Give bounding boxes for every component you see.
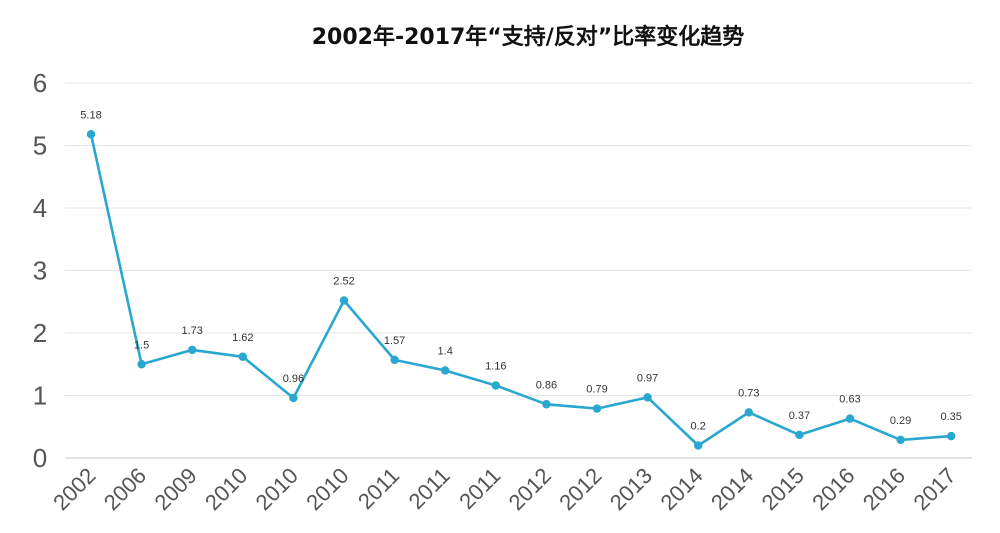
data-point	[441, 366, 450, 375]
y-tick-label: 6	[33, 68, 47, 98]
data-label: 1.62	[232, 332, 253, 344]
y-tick-label: 3	[33, 256, 47, 286]
x-tick-label: 2012	[504, 463, 556, 515]
y-tick-label: 4	[33, 193, 47, 223]
x-tick-label: 2015	[757, 463, 809, 515]
x-tick-label: 2016	[858, 463, 910, 515]
data-point	[137, 360, 146, 369]
x-tick-label: 2010	[200, 463, 252, 515]
data-point	[845, 414, 855, 423]
x-tick-label: 2014	[655, 463, 707, 515]
data-label: 1.16	[485, 361, 506, 373]
data-point	[339, 296, 349, 305]
data-label: 1.4	[438, 346, 453, 358]
data-label: 0.29	[890, 415, 911, 427]
data-label: 5.18	[80, 109, 101, 121]
x-tick-label: 2010	[251, 463, 303, 515]
data-label: 0.73	[738, 387, 759, 399]
series-line-layer	[89, 134, 952, 447]
y-tick-label: 5	[33, 131, 47, 161]
data-point	[238, 352, 247, 361]
x-tick-label: 2017	[908, 463, 960, 515]
data-point	[592, 404, 602, 413]
data-point	[289, 393, 298, 403]
data-label: 0.97	[637, 372, 658, 384]
data-point	[896, 435, 905, 445]
x-tick-label: 2009	[149, 463, 201, 515]
data-label: 1.73	[181, 325, 202, 337]
data-label: 1.5	[134, 339, 149, 351]
data-point	[188, 345, 197, 355]
data-point	[947, 431, 956, 441]
chart-title: 2002年-2017年“支持/反对”比率变化趋势	[312, 24, 745, 50]
x-tick-label: 2010	[301, 463, 353, 515]
x-tick-label: 2002	[48, 463, 100, 515]
data-point	[643, 393, 652, 402]
data-label: 0.2	[691, 421, 706, 433]
data-label: 0.35	[940, 411, 961, 423]
grid-lines	[65, 82, 972, 459]
x-tick-label: 2011	[353, 463, 404, 514]
y-tick-label: 0	[33, 443, 47, 473]
y-axis-ticks: 0 1 2 3 4 5 6	[33, 68, 47, 473]
x-tick-label: 2012	[554, 463, 606, 515]
data-label: 2.52	[333, 276, 354, 288]
data-point	[694, 441, 703, 450]
x-tick-label: 2016	[807, 463, 859, 515]
data-point	[795, 430, 804, 440]
data-labels: 5.18 1.5 1.73 1.62 0.96 2.52 1.57 1.4 1.16 0.86 0.…	[80, 109, 962, 432]
data-label: 0.37	[789, 410, 810, 422]
data-label: 0.86	[536, 379, 557, 391]
data-point	[86, 130, 96, 139]
data-point	[491, 381, 500, 390]
x-tick-label: 2014	[706, 463, 758, 515]
x-tick-label: 2006	[99, 463, 151, 515]
data-point	[542, 400, 551, 409]
y-tick-label: 1	[33, 381, 47, 411]
data-point	[744, 408, 753, 417]
data-label: 0.63	[839, 394, 860, 406]
x-tick-label: 2011	[454, 463, 505, 514]
x-tick-label: 2011	[404, 463, 455, 514]
data-points	[86, 130, 956, 450]
y-tick-label: 2	[33, 318, 47, 348]
x-tick-label: 2013	[605, 463, 657, 515]
data-point	[390, 355, 399, 365]
data-label: 1.57	[384, 335, 405, 347]
series-line	[89, 134, 952, 447]
data-label: 0.79	[586, 384, 607, 396]
data-label: 0.96	[283, 373, 304, 385]
